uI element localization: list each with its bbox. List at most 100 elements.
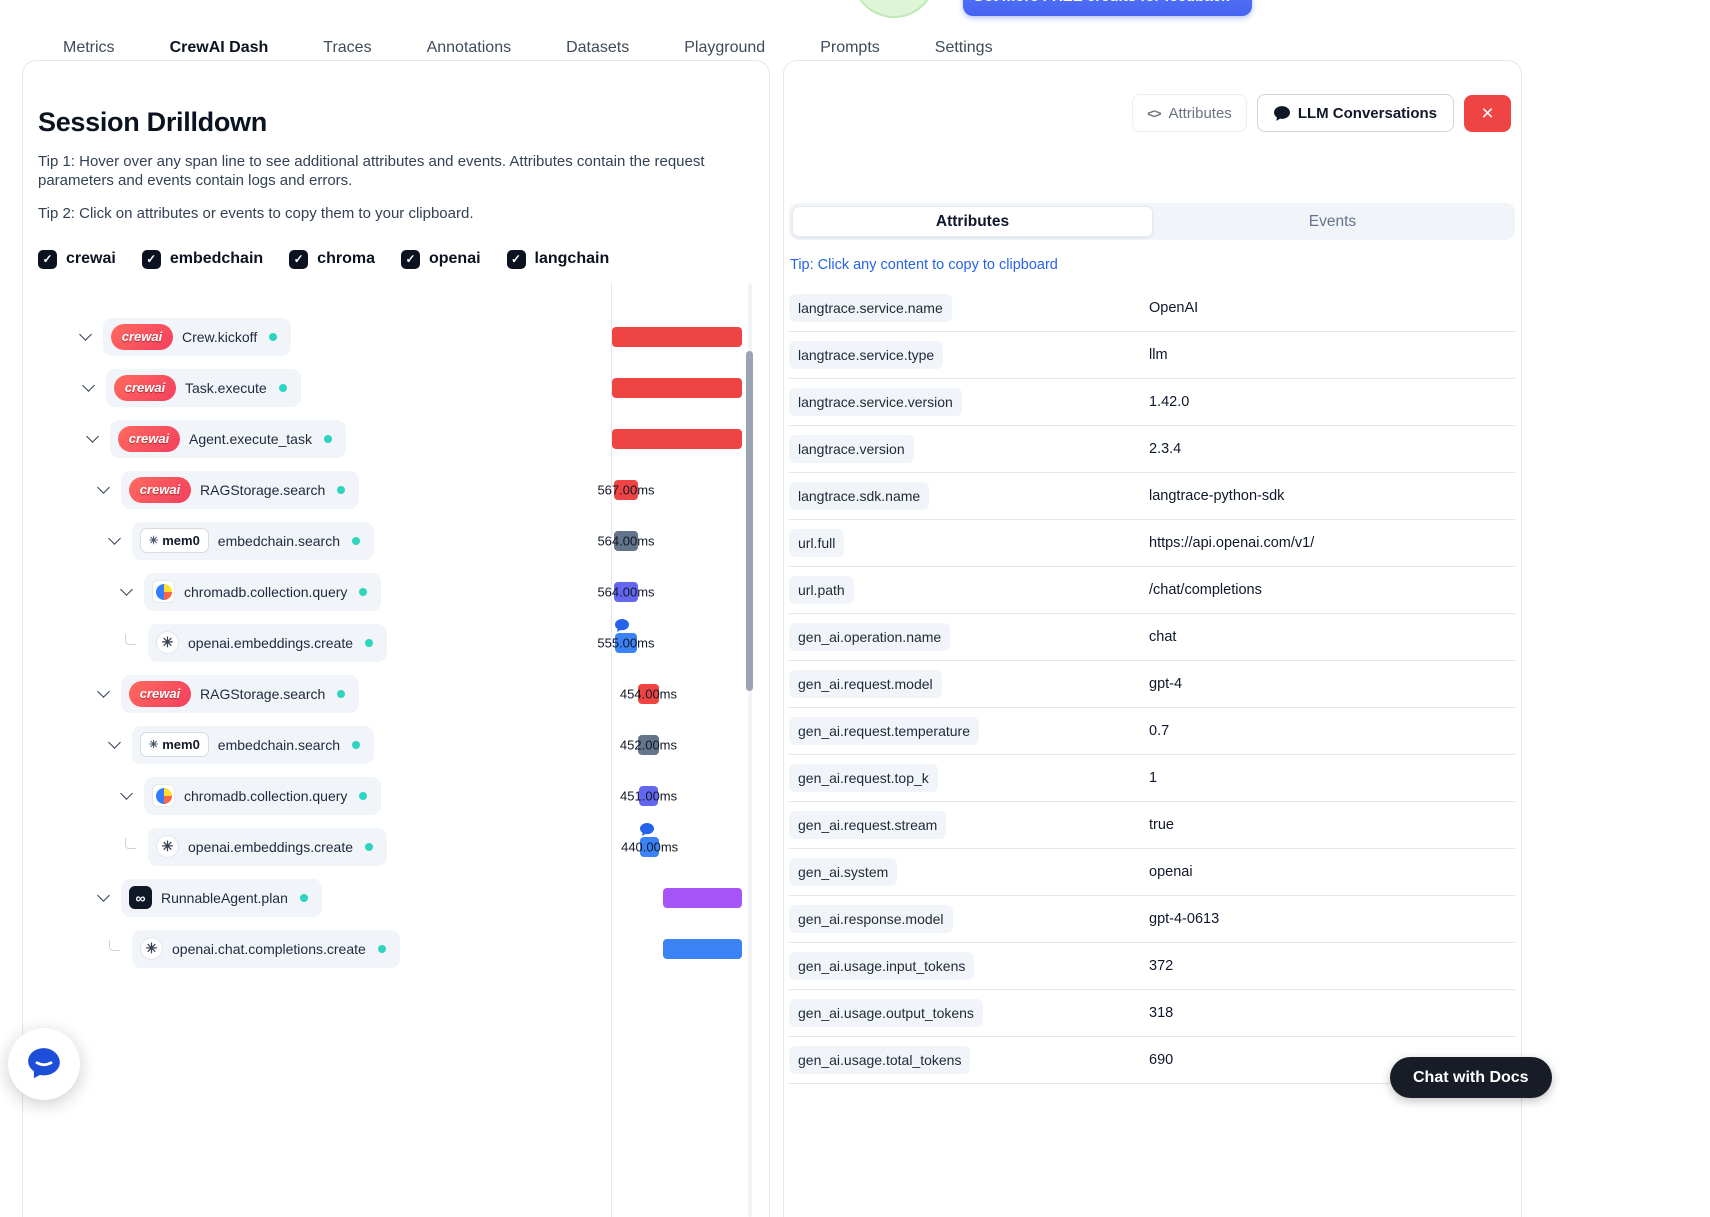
span-duration-bar[interactable]: [614, 479, 638, 500]
attribute-key[interactable]: gen_ai.usage.input_tokens: [789, 952, 975, 980]
span-duration-bar[interactable]: [612, 428, 742, 449]
span-label-pill[interactable]: crewai RAGStorage.search: [121, 470, 360, 509]
attribute-key[interactable]: langtrace.service.name: [789, 294, 952, 322]
expand-toggle[interactable]: [91, 481, 115, 494]
chat-with-docs-button[interactable]: Chat with Docs: [1390, 1057, 1552, 1098]
span-label-pill[interactable]: ✳ openai.embeddings.create: [148, 827, 388, 866]
attribute-value[interactable]: OpenAI: [1149, 300, 1199, 316]
span-label-pill[interactable]: ∞ RunnableAgent.plan: [121, 878, 322, 917]
span-label-pill[interactable]: ✳ openai.embeddings.create: [148, 623, 388, 662]
free-credits-button[interactable]: Get more FREE credits for feedback >: [963, 0, 1252, 16]
span-duration-bar[interactable]: [638, 785, 659, 806]
attribute-key[interactable]: url.full: [789, 529, 845, 557]
attribute-key[interactable]: gen_ai.request.stream: [789, 811, 947, 839]
span-label-pill[interactable]: crewai RAGStorage.search: [121, 674, 360, 713]
expand-toggle[interactable]: [102, 736, 126, 749]
attributes-button[interactable]: <> Attributes: [1132, 94, 1247, 132]
expand-toggle[interactable]: [91, 685, 115, 698]
expand-toggle[interactable]: [91, 889, 115, 902]
llm-conversations-button[interactable]: LLM Conversations: [1256, 94, 1454, 132]
checkbox-checked-icon[interactable]: [38, 249, 57, 269]
span-label-pill[interactable]: ✳ openai.chat.completions.create: [132, 929, 400, 968]
expand-toggle[interactable]: [102, 532, 126, 545]
span-label-pill[interactable]: chromadb.collection.query: [144, 776, 382, 815]
tab-crewai-dash[interactable]: CrewAI Dash: [151, 39, 286, 69]
attribute-key[interactable]: gen_ai.request.top_k: [789, 764, 938, 792]
filter-checkbox-openai[interactable]: openai: [400, 249, 481, 269]
expand-toggle[interactable]: [114, 787, 138, 800]
attribute-key[interactable]: gen_ai.usage.total_tokens: [789, 1046, 971, 1074]
attribute-value[interactable]: 690: [1149, 1052, 1174, 1068]
tab-settings[interactable]: Settings: [935, 39, 993, 57]
span-label-pill[interactable]: mem0 embedchain.search: [132, 521, 374, 560]
span-label-pill[interactable]: mem0 embedchain.search: [132, 725, 374, 764]
tab-annotations[interactable]: Annotations: [427, 39, 512, 57]
attribute-value[interactable]: 2.3.4: [1149, 441, 1182, 457]
attribute-value[interactable]: 1: [1149, 770, 1158, 786]
checkbox-checked-icon[interactable]: [400, 249, 420, 269]
span-duration-bar[interactable]: [612, 377, 742, 398]
attribute-value[interactable]: https://api.openai.com/v1/: [1149, 535, 1315, 551]
attribute-key[interactable]: gen_ai.system: [789, 858, 898, 886]
filter-checkbox-embedchain[interactable]: embedchain: [141, 249, 263, 269]
expand-toggle[interactable]: [73, 328, 97, 341]
span-label-pill[interactable]: crewai Agent.execute_task: [110, 419, 346, 458]
attribute-key[interactable]: langtrace.version: [789, 435, 914, 463]
checkbox-checked-icon[interactable]: [506, 249, 526, 269]
copy-tip-link[interactable]: Tip: Click any content to copy to clipbo…: [790, 257, 1058, 273]
expand-toggle[interactable]: [80, 430, 104, 443]
attribute-key[interactable]: langtrace.service.type: [789, 341, 944, 369]
span-label-pill[interactable]: crewai Crew.kickoff: [103, 317, 292, 356]
attribute-value[interactable]: 372: [1149, 958, 1174, 974]
attribute-value[interactable]: 0.7: [1149, 723, 1170, 739]
filter-checkbox-chroma[interactable]: chroma: [289, 249, 375, 269]
tab-playground[interactable]: Playground: [684, 39, 765, 57]
span-duration-bar[interactable]: [639, 836, 660, 857]
span-duration-bar[interactable]: [612, 326, 742, 347]
span-label-pill[interactable]: chromadb.collection.query: [144, 572, 382, 611]
attribute-key[interactable]: url.path: [789, 576, 854, 604]
filter-checkbox-langchain[interactable]: langchain: [506, 249, 609, 269]
span-duration-bar[interactable]: [614, 530, 638, 551]
expand-toggle[interactable]: [114, 583, 138, 596]
conversation-bubble-icon[interactable]: [614, 618, 629, 632]
attribute-key[interactable]: gen_ai.request.model: [789, 670, 942, 698]
span-duration-bar[interactable]: [637, 683, 659, 704]
attribute-value[interactable]: 1.42.0: [1149, 394, 1190, 410]
conversation-bubble-icon[interactable]: [639, 822, 654, 836]
span-duration-bar[interactable]: [614, 581, 638, 602]
attribute-value[interactable]: gpt-4: [1149, 676, 1183, 692]
attribute-value[interactable]: openai: [1149, 864, 1193, 880]
attribute-value[interactable]: chat: [1149, 629, 1177, 645]
span-duration-bar[interactable]: [614, 632, 638, 653]
attribute-value[interactable]: true: [1149, 817, 1174, 833]
attribute-key[interactable]: gen_ai.usage.output_tokens: [789, 999, 983, 1027]
expand-toggle[interactable]: [76, 379, 100, 392]
attribute-value[interactable]: 318: [1149, 1005, 1174, 1021]
scrollbar-thumb[interactable]: [746, 351, 753, 691]
checkbox-checked-icon[interactable]: [289, 249, 309, 269]
support-chat-launcher[interactable]: [8, 1028, 80, 1100]
attribute-key[interactable]: gen_ai.request.temperature: [789, 717, 979, 745]
detail-tab-events[interactable]: Events: [1153, 206, 1512, 237]
attribute-value[interactable]: llm: [1149, 347, 1168, 363]
tab-metrics[interactable]: Metrics: [63, 39, 115, 57]
attribute-key[interactable]: gen_ai.response.model: [789, 905, 953, 933]
tab-traces[interactable]: Traces: [323, 39, 371, 57]
span-label-pill[interactable]: crewai Task.execute: [106, 368, 301, 407]
span-duration-bar[interactable]: [663, 938, 742, 959]
tab-prompts[interactable]: Prompts: [820, 39, 880, 57]
attribute-key[interactable]: gen_ai.operation.name: [789, 623, 951, 651]
tab-datasets[interactable]: Datasets: [566, 39, 629, 57]
attribute-value[interactable]: gpt-4-0613: [1149, 911, 1220, 927]
detail-tab-attributes[interactable]: Attributes: [792, 206, 1153, 237]
attribute-key[interactable]: langtrace.service.version: [789, 388, 962, 416]
checkbox-checked-icon[interactable]: [141, 249, 161, 269]
attribute-key[interactable]: langtrace.sdk.name: [789, 482, 930, 510]
span-duration-bar[interactable]: [637, 734, 659, 755]
close-button[interactable]: [1464, 94, 1511, 132]
attribute-value[interactable]: /chat/completions: [1149, 582, 1262, 598]
span-duration-bar[interactable]: [663, 887, 742, 908]
attribute-value[interactable]: langtrace-python-sdk: [1149, 488, 1285, 504]
avatar[interactable]: [852, 0, 936, 18]
